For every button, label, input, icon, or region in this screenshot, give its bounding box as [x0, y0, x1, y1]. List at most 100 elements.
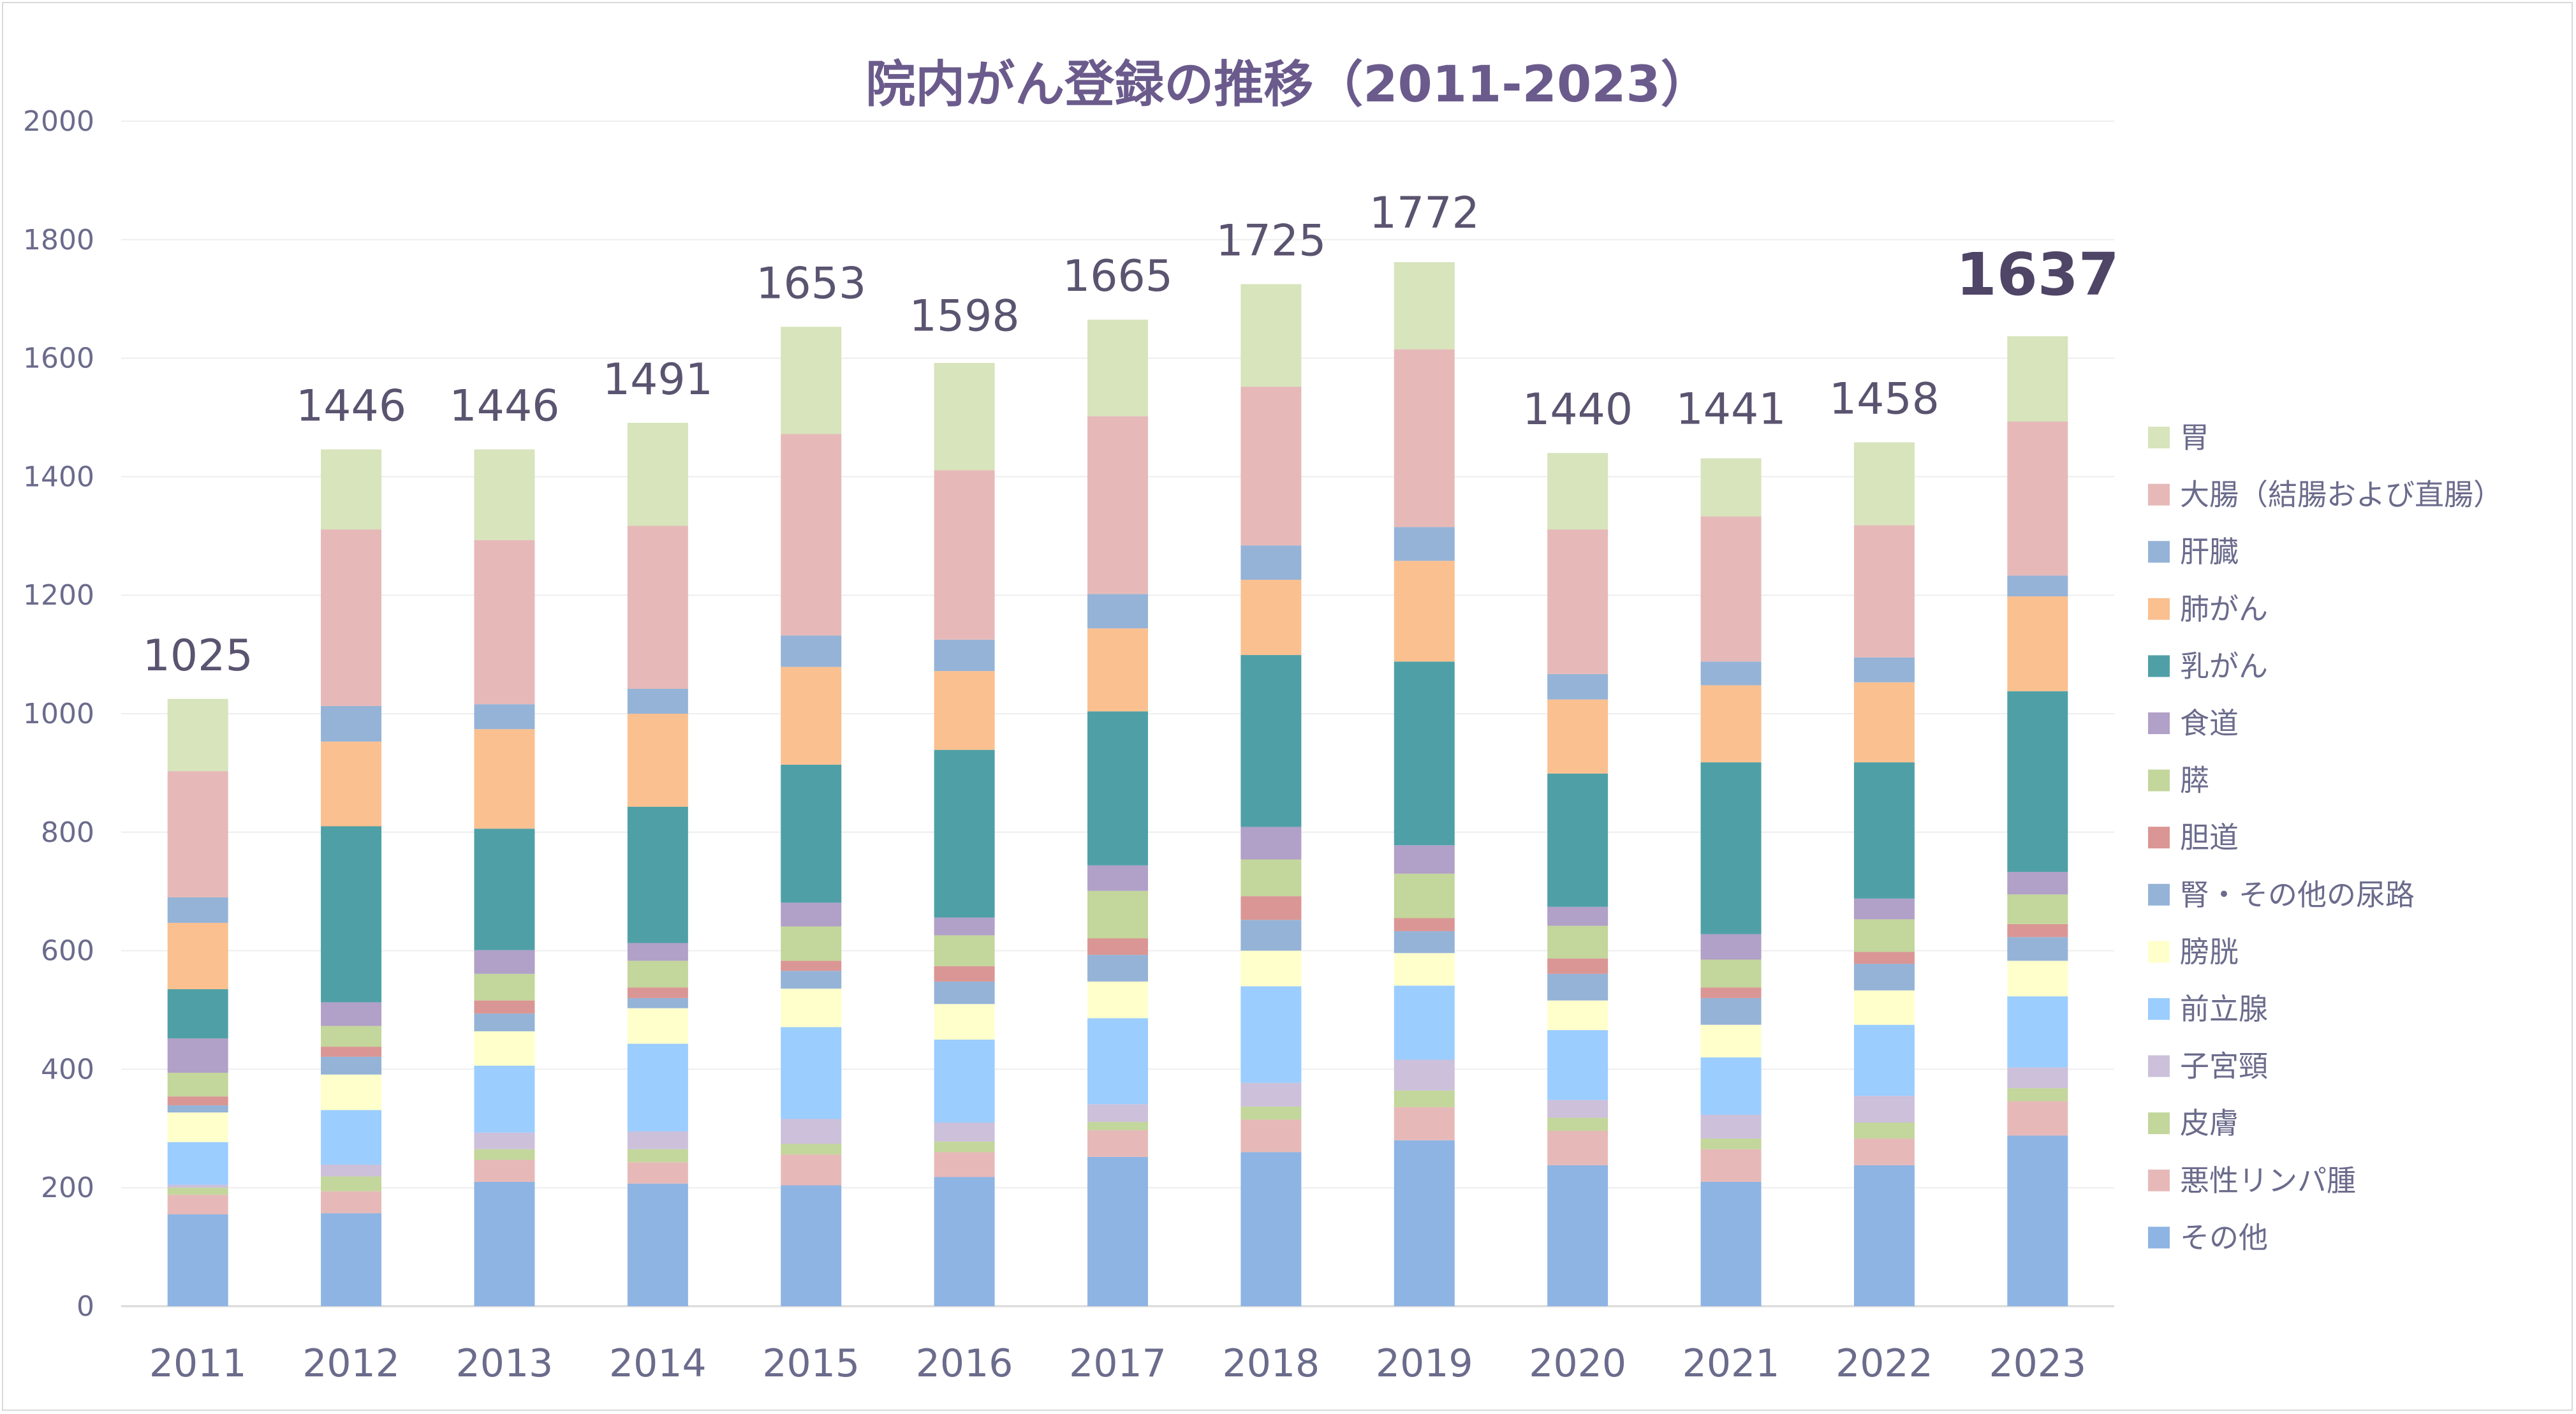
- total-label: 1772: [1369, 188, 1480, 239]
- bar-segment: [1700, 1057, 1762, 1115]
- bar-segment: [1087, 865, 1148, 891]
- bar-segment: [1547, 453, 1608, 530]
- bar-segment: [934, 1004, 995, 1040]
- bar-segment: [1087, 1122, 1148, 1131]
- bar-segment: [781, 971, 842, 989]
- bar-segment: [167, 897, 228, 923]
- bar-segment: [1853, 990, 1915, 1025]
- bar-segment: [1394, 262, 1455, 350]
- bar-segment: [1087, 320, 1148, 416]
- bar-segment: [474, 1000, 535, 1014]
- bar-segment: [1547, 529, 1608, 674]
- y-tick-label: 1200: [23, 579, 94, 612]
- bar-segment: [627, 688, 688, 714]
- bar-segment: [1087, 955, 1148, 982]
- legend-swatch: [2148, 769, 2170, 792]
- bar-segment: [167, 771, 228, 897]
- bar-segment: [167, 1142, 228, 1185]
- x-tick-label: 2013: [456, 1341, 554, 1386]
- bar-segment: [321, 826, 382, 1003]
- bar-segment: [1087, 711, 1148, 865]
- y-tick-label: 0: [77, 1290, 94, 1323]
- bar-segment: [167, 1112, 228, 1142]
- legend-label: 膵: [2180, 763, 2209, 798]
- legend-swatch: [2148, 998, 2170, 1020]
- bar-segment: [321, 741, 382, 827]
- bar-segment: [2007, 872, 2068, 895]
- legend-swatch: [2148, 483, 2170, 506]
- bar-segment: [1087, 981, 1148, 1019]
- bar-segment: [2007, 1135, 2068, 1306]
- x-tick-label: 2019: [1376, 1341, 1473, 1386]
- bar-segment: [934, 1152, 995, 1177]
- bar-segment: [321, 1110, 382, 1165]
- bar-segment: [1700, 1181, 1762, 1306]
- bar-segment: [474, 950, 535, 974]
- bar-segment: [1853, 898, 1915, 920]
- legend-swatch: [2148, 1055, 2170, 1077]
- bar-segment: [1394, 561, 1455, 662]
- bar-segment: [1394, 873, 1455, 918]
- bar-segment: [1700, 516, 1762, 662]
- x-tick-label: 2012: [302, 1341, 400, 1386]
- x-tick-label: 2022: [1836, 1341, 1933, 1386]
- bar-segment: [627, 1131, 688, 1149]
- bar-segment: [1240, 827, 1302, 860]
- bar-segment: [1394, 661, 1455, 846]
- total-label: 1441: [1676, 384, 1786, 434]
- bar-segment: [167, 1105, 228, 1113]
- bar-segment: [781, 989, 842, 1027]
- bar-segment: [167, 1096, 228, 1106]
- bar-segment: [474, 1149, 535, 1160]
- x-tick-label: 2015: [762, 1341, 860, 1386]
- bar-segment: [1853, 964, 1915, 991]
- bar-segment: [167, 1214, 228, 1306]
- bar-segment: [934, 935, 995, 966]
- total-label: 1025: [143, 631, 253, 681]
- bar-segment: [934, 917, 995, 936]
- bar-segment: [1087, 1018, 1148, 1105]
- bar-segment: [1240, 986, 1302, 1083]
- bar-segment: [627, 1162, 688, 1184]
- legend-label: 膀胱: [2180, 934, 2239, 969]
- bar-segment: [1087, 1104, 1148, 1123]
- y-tick-label: 1600: [23, 342, 94, 375]
- bar-segment: [167, 1072, 228, 1097]
- bar-segment: [1240, 1119, 1302, 1153]
- bar-segment: [1700, 1138, 1762, 1149]
- bar-segment: [474, 973, 535, 1001]
- bar-segment: [934, 639, 995, 672]
- bar-segment: [2007, 996, 2068, 1068]
- bar-segment: [1547, 1000, 1608, 1031]
- bar-segment: [1240, 387, 1302, 546]
- legend-label: 子宮頸: [2180, 1049, 2268, 1084]
- bar-segment: [1240, 545, 1302, 580]
- bar-segment: [321, 1047, 382, 1057]
- bar-segment: [627, 1183, 688, 1306]
- bar-segment: [474, 1181, 535, 1306]
- legend-swatch: [2148, 598, 2170, 620]
- bar-segment: [167, 698, 228, 772]
- x-tick-label: 2020: [1529, 1341, 1626, 1386]
- bar-segment: [1853, 1096, 1915, 1123]
- bar-segment: [1087, 890, 1148, 939]
- bar-segment: [1853, 657, 1915, 682]
- legend-label: 悪性リンパ腫: [2180, 1163, 2356, 1198]
- x-tick-label: 2017: [1069, 1341, 1167, 1386]
- bar-segment: [1240, 1106, 1302, 1120]
- bar-segment: [167, 1184, 228, 1188]
- bar-segment: [321, 1056, 382, 1075]
- y-tick-label: 800: [41, 816, 94, 849]
- total-label: 1725: [1216, 216, 1326, 266]
- bar-segment: [1700, 661, 1762, 686]
- total-label: 1446: [296, 381, 406, 432]
- bar-segment: [321, 705, 382, 742]
- bar-segment: [1700, 934, 1762, 960]
- bar-segment: [167, 1195, 228, 1215]
- bar-segment: [1853, 682, 1915, 763]
- bar-segment: [781, 434, 842, 636]
- bar-segment: [321, 449, 382, 530]
- bar-segment: [1547, 1131, 1608, 1165]
- bar-segment: [1547, 958, 1608, 974]
